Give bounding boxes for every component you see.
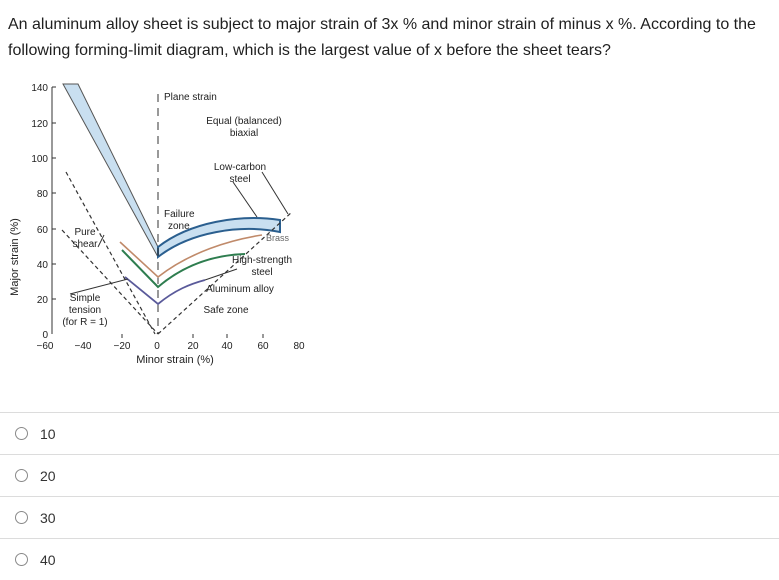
pure-shear-line (61, 229, 159, 335)
brass-curve (119, 234, 263, 279)
y-tick: 140 (31, 83, 48, 94)
pure-shear-pointer (97, 234, 105, 248)
y-tick: 0 (42, 330, 48, 341)
equal-biaxial-line (157, 211, 293, 335)
safe-zone-label: Safe zone (203, 305, 248, 316)
radio-button[interactable] (15, 553, 28, 566)
aluminum-label: Aluminum alloy (206, 284, 274, 295)
x-tick: 0 (154, 341, 160, 352)
simple-tension-label: Simple (70, 293, 101, 304)
y-tick: 120 (31, 119, 48, 130)
option-label: 20 (40, 467, 56, 484)
option-3[interactable]: 30 (0, 496, 779, 538)
low-carbon-label: Low-carbon (214, 162, 266, 173)
simple-tension-pointer (69, 278, 129, 295)
high-strength-label-2: steel (251, 267, 272, 278)
forming-limit-diagram: Major strain (%) 140 120 100 80 60 40 20… (0, 72, 330, 372)
failure-zone-label: Failure (164, 209, 195, 220)
y-tick: 60 (37, 225, 49, 236)
option-1[interactable]: 10 (0, 412, 779, 454)
x-axis-title: Minor strain (%) (136, 354, 214, 366)
y-tick: 80 (37, 189, 49, 200)
pure-shear-label: Pure (74, 227, 96, 238)
brass-label: Brass (266, 233, 290, 243)
equal-biaxial-pointer (232, 181, 258, 218)
low-carbon-pointer (261, 171, 289, 215)
aluminum-pointer (204, 268, 238, 281)
option-label: 40 (40, 551, 56, 568)
x-tick: 60 (257, 341, 269, 352)
x-tick: 80 (293, 341, 305, 352)
x-tick: −60 (37, 341, 54, 352)
x-tick: −40 (75, 341, 92, 352)
option-2[interactable]: 20 (0, 454, 779, 496)
option-label: 10 (40, 425, 56, 442)
high-strength-steel-curve (121, 249, 246, 289)
failure-zone-label-2: zone (168, 221, 190, 232)
option-label: 30 (40, 509, 56, 526)
y-tick: 40 (37, 260, 49, 271)
equal-biaxial-label-2: biaxial (230, 128, 258, 139)
y-tick: 100 (31, 154, 48, 165)
x-tick: 40 (221, 341, 233, 352)
question-text: An aluminum alloy sheet is subject to ma… (8, 16, 756, 59)
radio-button[interactable] (15, 469, 28, 482)
pure-shear-label-2: shear (72, 239, 98, 250)
y-tick: 20 (37, 295, 49, 306)
radio-button[interactable] (15, 427, 28, 440)
option-4[interactable]: 40 (0, 538, 779, 580)
y-axis-title: Major strain (%) (9, 218, 21, 296)
x-tick: 20 (187, 341, 199, 352)
answer-options: 10 20 30 40 (0, 412, 779, 580)
low-carbon-steel-curve (157, 217, 281, 260)
radio-button[interactable] (15, 511, 28, 524)
simple-tension-line (65, 171, 156, 335)
low-carbon-label-2: steel (229, 174, 250, 185)
simple-tension-label-3: (for R = 1) (62, 317, 107, 328)
simple-tension-label-2: tension (69, 305, 101, 316)
plane-strain-label: Plane strain (164, 92, 217, 103)
x-tick: −20 (114, 341, 131, 352)
equal-biaxial-label: Equal (balanced) (206, 116, 282, 127)
forming-limit-chart: Major strain (%) 140 120 100 80 60 40 20… (9, 83, 305, 366)
high-strength-label: High-strength (232, 255, 292, 266)
aluminum-alloy-curve (124, 276, 206, 306)
